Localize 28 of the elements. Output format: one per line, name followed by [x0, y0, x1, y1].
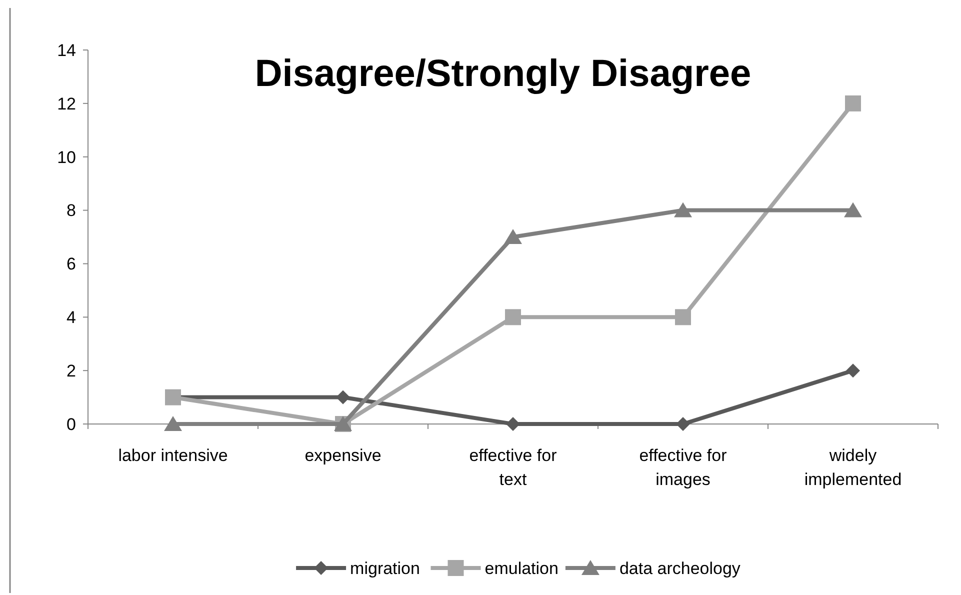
y-tick-label: 4: [66, 308, 76, 328]
x-tick-label: labor intensive: [118, 446, 228, 465]
x-tick-label: widely implemented: [804, 446, 902, 489]
x-tick-label: expensive: [304, 446, 382, 465]
y-tick-label: 10: [57, 148, 76, 167]
x-tick-label: effective for text: [469, 446, 558, 489]
point: [164, 416, 182, 431]
y-tick-label: 12: [57, 94, 76, 114]
point: [506, 417, 520, 431]
y-tick-label: 0: [66, 414, 76, 434]
point: [505, 309, 521, 326]
y-tick-label: 6: [66, 254, 76, 274]
point: [845, 95, 861, 112]
legend-label: data archeology: [619, 558, 741, 578]
x-tick-label: effective for images: [639, 446, 728, 489]
chart-title: Disagree/Strongly Disagree: [254, 53, 752, 95]
point: [336, 390, 350, 404]
y-tick-label: 2: [66, 362, 76, 381]
point: [675, 309, 691, 326]
y-tick-label: 8: [66, 201, 76, 220]
point: [676, 417, 690, 431]
point: [844, 202, 862, 218]
legend-label: migration: [350, 558, 420, 578]
point: [504, 229, 522, 244]
point: [846, 364, 860, 378]
y-tick-label: 14: [57, 40, 76, 60]
legend-label: emulation: [484, 558, 558, 578]
point: [674, 202, 692, 218]
